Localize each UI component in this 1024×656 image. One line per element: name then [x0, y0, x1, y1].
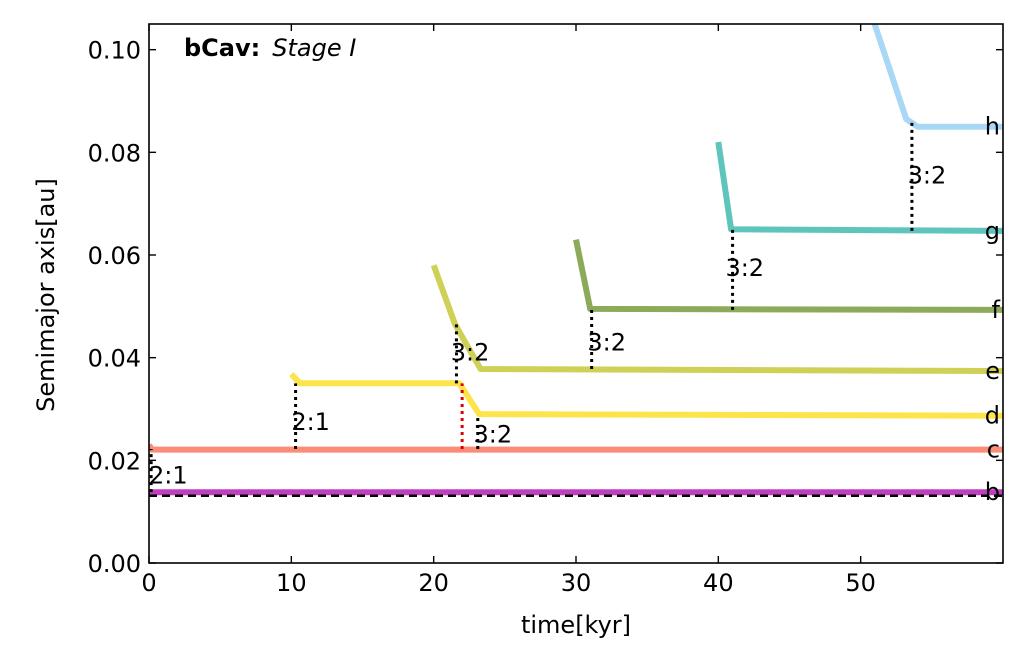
chart-title-italic: Stage I: [272, 34, 356, 62]
series-line-h: [871, 24, 1003, 130]
planet-label-c: c: [987, 436, 1000, 464]
series-line-f: [573, 238, 1003, 313]
x-tick-label-2: 20: [418, 569, 449, 597]
resonance-label-7: 3:2: [908, 161, 947, 189]
resonance-label-6: 3:2: [725, 254, 764, 282]
series-line-e: [430, 264, 1003, 374]
planet-label-h: h: [985, 113, 1000, 141]
chart-title-bold: bCav:: [184, 34, 260, 62]
plot-content: [149, 24, 1003, 498]
resonance-label-1: 2:1: [291, 408, 330, 436]
x-tick-label-0: 0: [141, 569, 156, 597]
y-axis-label: Semimajor axis[au]: [32, 178, 60, 412]
axes-frame: [148, 23, 1004, 564]
chart-title: bCav: Stage I: [184, 34, 356, 62]
series-line-d: [289, 372, 1003, 419]
resonance-markers: 2:1 2:1 3:2 3:2 3:2 3:2 3:2: [149, 118, 947, 493]
x-tick-label-4: 40: [703, 569, 734, 597]
planet-label-b: b: [985, 478, 1000, 506]
y-tick-label-2: 0.04: [88, 345, 141, 373]
resonance-label-2: 3:2: [451, 339, 490, 367]
x-tick-label-3: 30: [561, 569, 592, 597]
y-tick-label-3: 0.06: [88, 242, 141, 270]
y-tick-label-5: 0.10: [88, 37, 141, 65]
x-tick-label-5: 50: [845, 569, 876, 597]
series-line-g: [715, 141, 1003, 234]
planet-label-f: f: [992, 296, 1001, 324]
y-tick-label-1: 0.02: [88, 447, 141, 475]
resonance-label-4: 3:2: [474, 421, 513, 449]
x-axis-label: time[kyr]: [521, 611, 631, 639]
y-tick-label-0: 0.00: [88, 550, 141, 578]
resonance-label-0: 2:1: [149, 462, 188, 490]
resonance-label-5: 3:2: [587, 328, 626, 356]
y-tick-label-4: 0.08: [88, 139, 141, 167]
planet-label-d: d: [985, 402, 1000, 430]
ticks: 0 10 20 30 40 50 0.00 0.02 0.04 0.06 0.08 0.10: [88, 24, 1003, 597]
x-tick-label-1: 10: [276, 569, 307, 597]
planet-label-e: e: [985, 357, 1000, 385]
series-line-c: [149, 443, 1003, 453]
planet-label-g: g: [985, 217, 1000, 245]
